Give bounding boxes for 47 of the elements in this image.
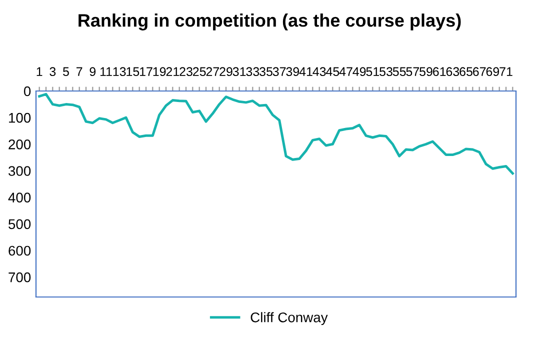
x-tick-label: 13 [113, 67, 126, 76]
x-tick-label: 11 [100, 67, 112, 76]
x-tick-label: 15 [126, 67, 140, 76]
x-tick-label: 17 [140, 67, 152, 76]
x-tick-label: 61 [433, 67, 446, 76]
x-tick-label: 27 [206, 67, 219, 76]
x-tick-label: 29 [220, 67, 232, 76]
x-tick-label: 39 [286, 67, 300, 76]
y-tick-label: 100 [9, 112, 31, 123]
y-tick-label: 300 [8, 166, 31, 176]
y-tick-label: 400 [8, 192, 31, 202]
x-tick-label: 71 [500, 67, 512, 76]
x-tick-label: 55 [392, 67, 406, 76]
x-tick-label: 59 [420, 67, 432, 76]
x-tick-label: 65 [460, 67, 472, 76]
y-tick-label: 700 [8, 272, 31, 282]
x-tick-label: 25 [193, 67, 206, 76]
x-tick-label: 31 [232, 67, 246, 76]
x-tick-label: 51 [366, 67, 380, 76]
x-tick-label: 43 [312, 67, 326, 76]
x-tick-label: 69 [486, 67, 500, 76]
x-tick-label: 23 [180, 67, 192, 76]
y-tick-label: 500 [8, 219, 31, 230]
x-tick-label: 5 [63, 67, 69, 76]
x-tick-label: 21 [166, 67, 180, 76]
x-tick-label: 19 [153, 67, 166, 76]
x-tick-label: 37 [272, 67, 286, 76]
x-tick-label: 45 [326, 67, 340, 76]
x-tick-label: 7 [76, 67, 82, 76]
y-tick-label: 600 [8, 246, 31, 256]
x-tick-label: 53 [380, 67, 392, 76]
x-tick-label: 9 [90, 67, 96, 76]
y-tick-label: 200 [8, 139, 31, 150]
legend-label: Cliff Conway [250, 312, 328, 326]
x-tick-label: 47 [339, 67, 352, 76]
y-tick-label: 0 [24, 86, 31, 96]
x-tick-label: 33 [246, 67, 260, 76]
line-series [38, 92, 514, 175]
x-tick-label: 41 [299, 67, 312, 76]
x-tick-label: 63 [446, 67, 460, 76]
chart-title: Ranking in competition (as the course plays) [78, 14, 461, 30]
x-tick-label: 57 [406, 67, 419, 76]
x-tick-label: 1 [36, 67, 42, 76]
x-tick-label: 49 [352, 67, 366, 76]
x-tick-label: 67 [473, 67, 486, 76]
x-tick-label: 35 [260, 67, 272, 76]
x-tick-label: 3 [50, 67, 56, 76]
